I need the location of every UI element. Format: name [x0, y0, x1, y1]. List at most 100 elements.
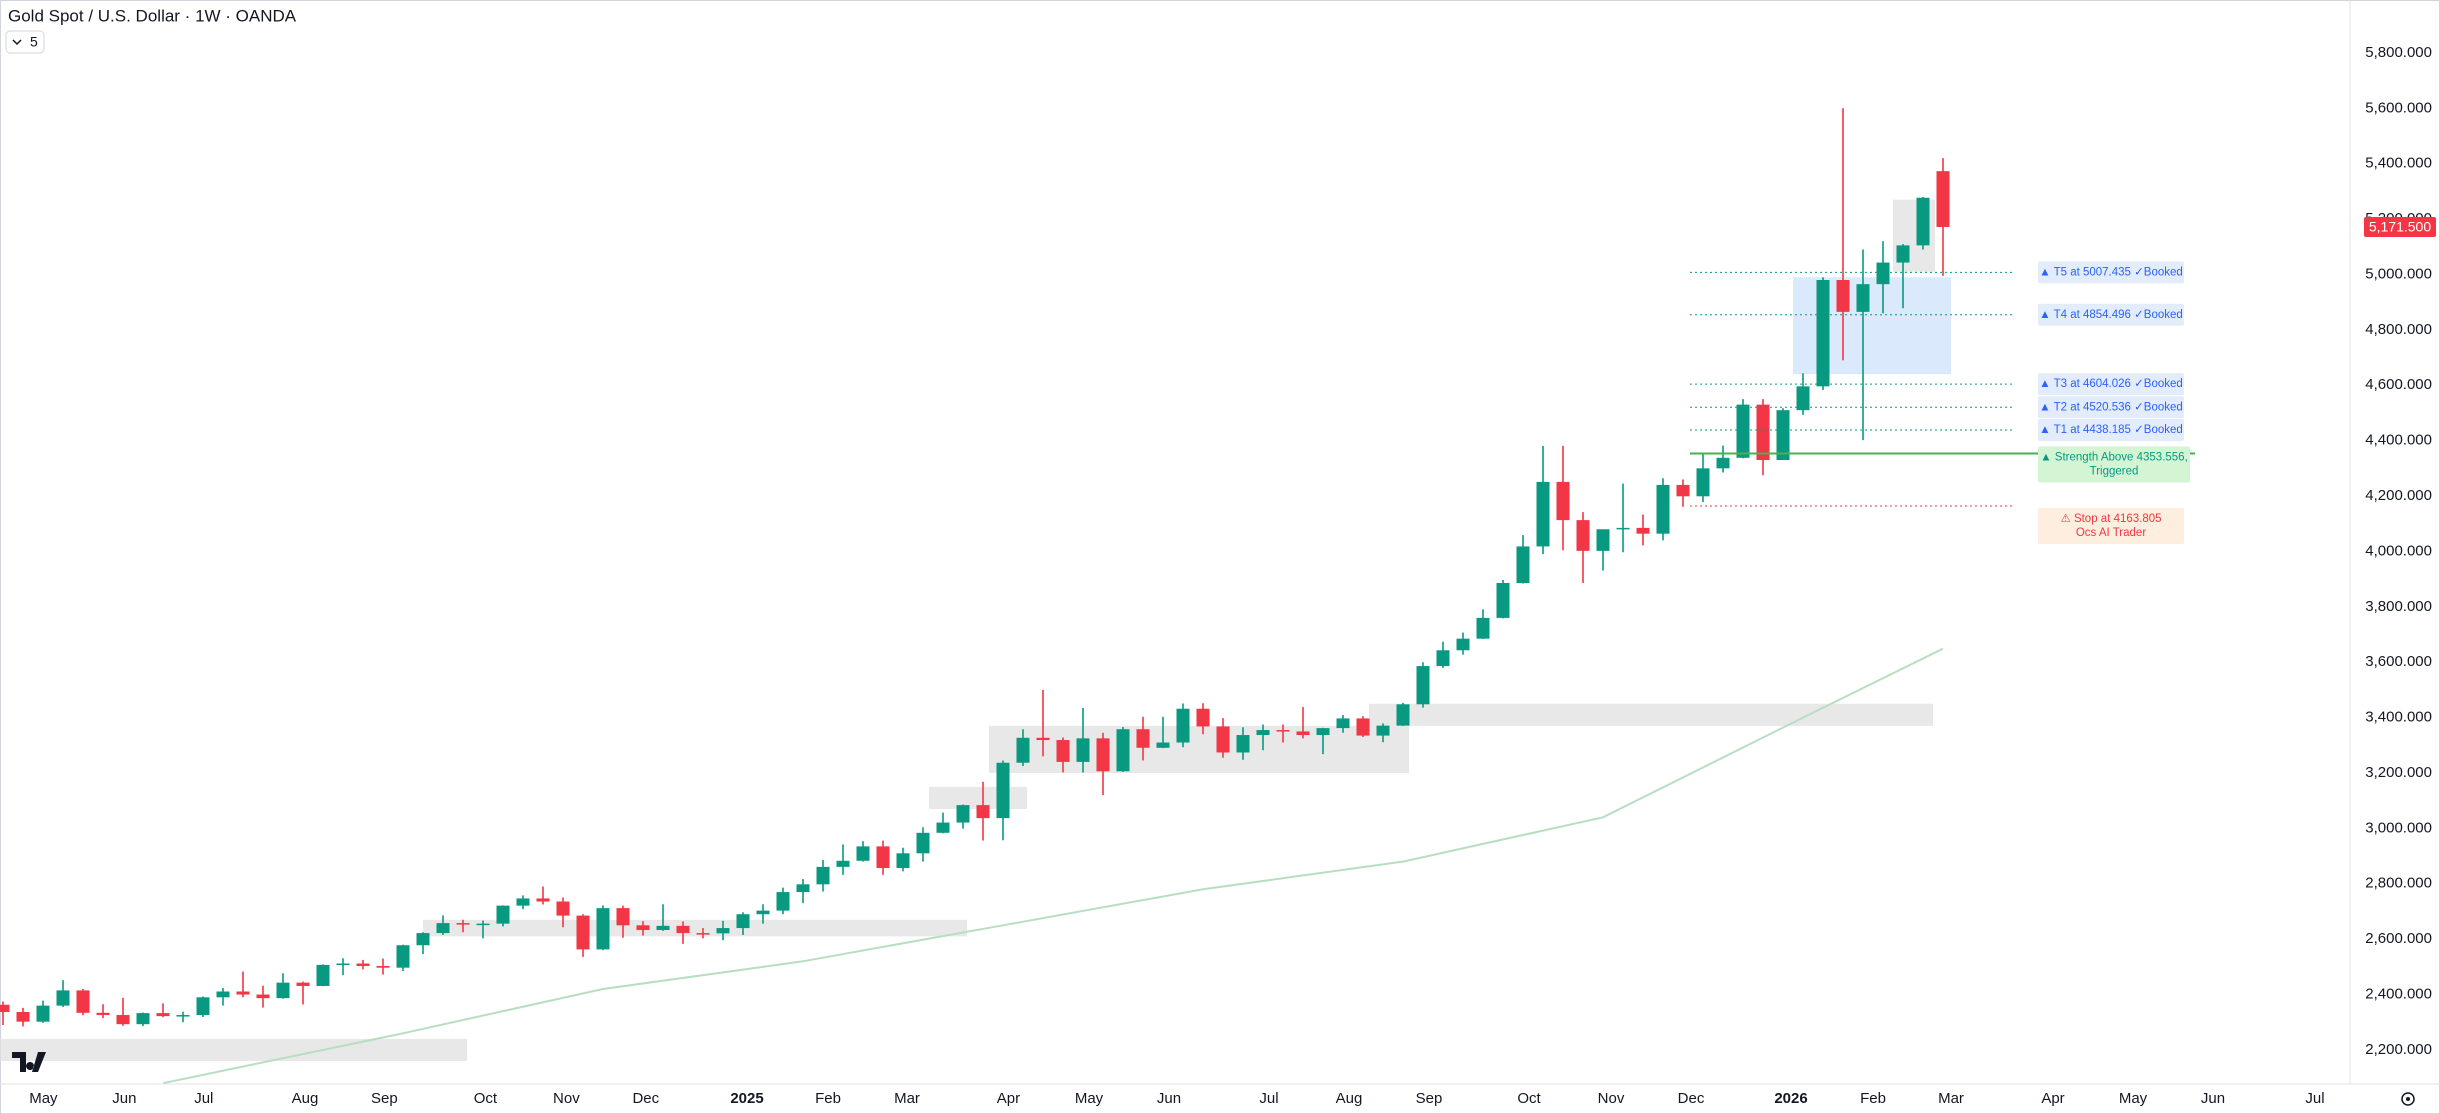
candle-body [256, 994, 270, 999]
candle-body [96, 1012, 110, 1016]
candle-body [1576, 520, 1590, 551]
annotation-text: Ocs AI Trader [2076, 527, 2146, 539]
annotation-text: ▲ Strength Above 4353.556, [2040, 452, 2188, 464]
candle-body [896, 853, 910, 868]
candle-body [136, 1013, 150, 1025]
candle-body [336, 963, 350, 966]
candle-body [636, 925, 650, 931]
x-tick-label: Apr [997, 1090, 1020, 1107]
gear-center [2406, 1097, 2410, 1101]
y-tick-label: 4,200.000 [2365, 487, 2432, 504]
last-price-label: 5,171.500 [2369, 219, 2431, 235]
last-price-tag [2364, 216, 2436, 237]
candle-body [1816, 280, 1830, 387]
candle-body [956, 805, 970, 823]
candle-body [1056, 740, 1070, 762]
candle-body [516, 898, 530, 906]
candle-body [1196, 708, 1210, 727]
y-tick-label: 2,800.000 [2365, 875, 2432, 892]
x-tick-label: 2026 [1774, 1090, 1807, 1107]
candle-body [1496, 582, 1510, 618]
candle-body [656, 925, 670, 931]
candle-body [1556, 481, 1570, 521]
y-tick-label: 3,400.000 [2365, 709, 2432, 726]
candle-body [1156, 742, 1170, 748]
candle-body [736, 914, 750, 929]
candle-body [1136, 729, 1150, 748]
y-tick-label: 4,600.000 [2365, 376, 2432, 393]
candle-body [1796, 386, 1810, 411]
annotation-text: ▲ T3 at 4604.026 ✓Booked [2039, 378, 2183, 390]
x-tick-label: Oct [474, 1090, 498, 1107]
candle-body [996, 762, 1010, 819]
candle-body [1276, 730, 1290, 732]
candle-body [1596, 529, 1610, 551]
candle-body [76, 990, 90, 1013]
candle-body [1756, 404, 1770, 461]
candle-body [1376, 725, 1390, 736]
candle-body [1636, 527, 1650, 534]
gear[interactable] [2401, 1092, 2415, 1106]
candle-body [936, 822, 950, 833]
candle-body [776, 892, 790, 911]
candle-body [0, 1004, 10, 1012]
annotation-box [2038, 419, 2184, 442]
price-zone [423, 919, 967, 937]
x-tick-label: Feb [1860, 1090, 1886, 1107]
annotations: ▲ T5 at 5007.435 ✓Booked ▲ T4 at 4854.496… [1690, 261, 2195, 545]
candle-body [716, 928, 730, 934]
price-zone [989, 725, 1409, 773]
candle-body [1736, 404, 1750, 458]
candle-body [456, 923, 470, 925]
candle-body [1096, 738, 1110, 772]
candle-body [756, 910, 770, 915]
candle-body [436, 923, 450, 934]
annotation-box [2038, 396, 2184, 419]
candle-body [976, 805, 990, 819]
candle-body [116, 1015, 130, 1025]
x-tick-label: Mar [894, 1090, 920, 1107]
candle-body [796, 884, 810, 893]
y-tick-label: 2,200.000 [2365, 1041, 2432, 1058]
candle-body [1116, 729, 1130, 772]
annotation-text: ▲ T1 at 4438.185 ✓Booked [2039, 424, 2183, 436]
x-tick-label: Jun [1157, 1090, 1181, 1107]
candle-body [596, 908, 610, 950]
x-tick-label: Dec [632, 1090, 659, 1107]
lines [162, 647, 1944, 1085]
x-tick-label: Sep [371, 1090, 398, 1107]
annotation-box [2038, 373, 2184, 396]
candle-body [176, 1015, 190, 1017]
x-tick-label: Feb [815, 1090, 841, 1107]
candle-body [1516, 546, 1530, 583]
y-tick-label: 3,200.000 [2365, 764, 2432, 781]
candle-body [216, 991, 230, 998]
candle-body [376, 966, 390, 968]
annotation-box [2038, 261, 2184, 284]
legend-toggle[interactable]: 5 [5, 30, 45, 54]
candle-body [476, 923, 490, 926]
y-tick-label: 5,400.000 [2365, 155, 2432, 172]
x-tick-label: Apr [2041, 1090, 2064, 1107]
candle-body [1256, 730, 1270, 736]
candle-body [16, 1011, 30, 1022]
annotation-text: ▲ T5 at 5007.435 ✓Booked [2039, 266, 2183, 278]
annotation-box [2038, 303, 2184, 326]
candle-body [556, 901, 570, 916]
candle-body [1856, 284, 1870, 312]
y-tick-label: 3,600.000 [2365, 653, 2432, 670]
candle-body [296, 982, 310, 986]
annotation-text: ⚠ Stop at 4163.805 [2060, 513, 2161, 525]
candle-body [1836, 280, 1850, 312]
candle-body [876, 846, 890, 868]
candle-body [156, 1013, 170, 1017]
y-tick-label: 5,800.000 [2365, 44, 2432, 61]
candle-body [356, 963, 370, 967]
candle-body [1476, 617, 1490, 639]
candle-body [1356, 718, 1370, 736]
candle-body [676, 925, 690, 934]
settings-icon[interactable] [2401, 1092, 2415, 1106]
toggle-box[interactable] [5, 30, 45, 54]
x-tick-label: Sep [1416, 1090, 1443, 1107]
